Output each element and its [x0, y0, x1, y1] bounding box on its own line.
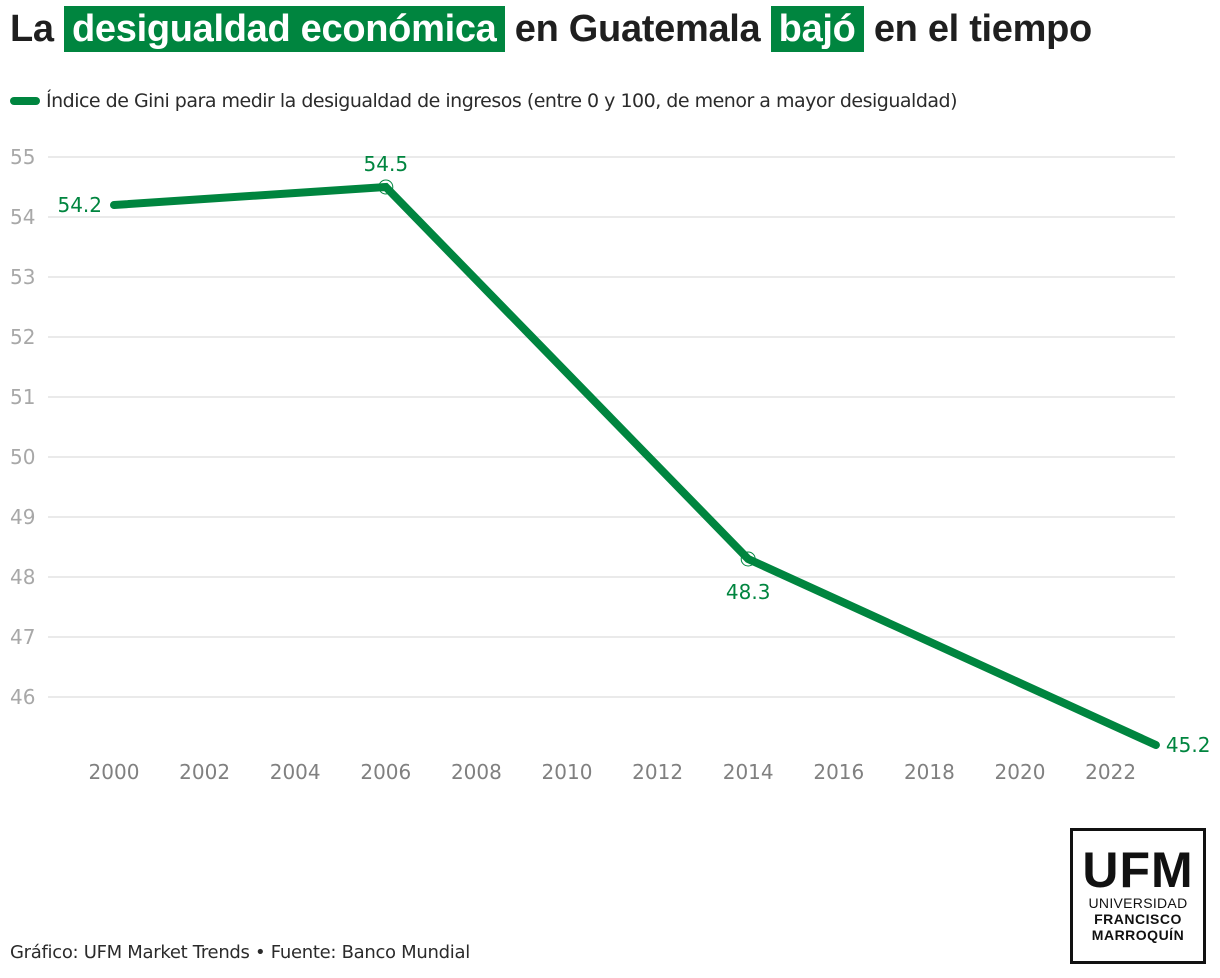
data-labels: 54.2 54.5 48.3 45.2: [57, 152, 1210, 757]
logo-line-1: UNIVERSIDAD: [1088, 895, 1188, 911]
logo-line-2: FRANCISCO: [1094, 911, 1182, 927]
x-tick-label-2008: 2008: [451, 760, 502, 784]
y-tick-label-51: 51: [10, 385, 35, 409]
x-tick-label-2002: 2002: [179, 760, 230, 784]
x-tick-label-2004: 2004: [270, 760, 321, 784]
gini-series-line: [110, 182, 1160, 749]
y-tick-label-54: 54: [10, 205, 35, 229]
data-label-2000: 54.2: [57, 193, 102, 217]
legend-label: Índice de Gini para medir la desigualdad…: [46, 90, 958, 112]
x-tick-label-2006: 2006: [360, 760, 411, 784]
gridlines: [48, 156, 1175, 698]
x-tick-label-2020: 2020: [995, 760, 1046, 784]
title-part-2: en Guatemala: [514, 8, 761, 50]
data-markers: [378, 179, 756, 567]
data-marker-2006: [378, 179, 394, 195]
y-tick-label-47: 47: [10, 625, 35, 649]
x-tick-label-2016: 2016: [813, 760, 864, 784]
data-label-2023: 45.2: [1166, 733, 1211, 757]
logo-line-3: MARROQUÍN: [1091, 927, 1185, 943]
title-highlight-fell: bajó: [770, 6, 864, 52]
x-tick-label-2000: 2000: [89, 760, 140, 784]
x-tick-label-2018: 2018: [904, 760, 955, 784]
y-axis-ticks: 46 47 48 49 50 51 52 53 54 55: [10, 145, 35, 709]
source-footer: Gráfico: UFM Market Trends • Fuente: Ban…: [10, 942, 470, 963]
y-tick-label-49: 49: [10, 505, 35, 529]
y-tick-label-48: 48: [10, 565, 35, 589]
y-tick-label-50: 50: [10, 445, 35, 469]
y-tick-label-53: 53: [10, 265, 35, 289]
chart-title: La desigualdad económica en Guatemala ba…: [10, 6, 1092, 52]
data-marker-2014: [740, 551, 756, 567]
y-tick-label-52: 52: [10, 325, 35, 349]
x-tick-label-2022: 2022: [1085, 760, 1136, 784]
data-label-2006: 54.5: [364, 152, 409, 176]
ufm-logo: UFM UNIVERSIDAD FRANCISCO MARROQUÍN: [1070, 828, 1206, 964]
x-tick-label-2014: 2014: [723, 760, 774, 784]
logo-ufm-text: UFM: [1082, 842, 1194, 898]
title-part-1: La: [10, 8, 54, 50]
title-highlight-inequality: desigualdad económica: [64, 6, 505, 52]
x-tick-label-2012: 2012: [632, 760, 683, 784]
data-label-2014: 48.3: [726, 580, 771, 604]
y-tick-label-46: 46: [10, 685, 35, 709]
legend-swatch: [10, 97, 40, 105]
title-part-3: en el tiempo: [873, 8, 1092, 50]
legend: Índice de Gini para medir la desigualdad…: [10, 90, 958, 112]
x-tick-label-2010: 2010: [542, 760, 593, 784]
series-lines: [110, 182, 1160, 749]
x-axis-ticks: 2000 2002 2004 2006 2008 2010 2012 2014 2016 2018…: [89, 760, 1137, 784]
y-tick-label-55: 55: [10, 145, 35, 169]
